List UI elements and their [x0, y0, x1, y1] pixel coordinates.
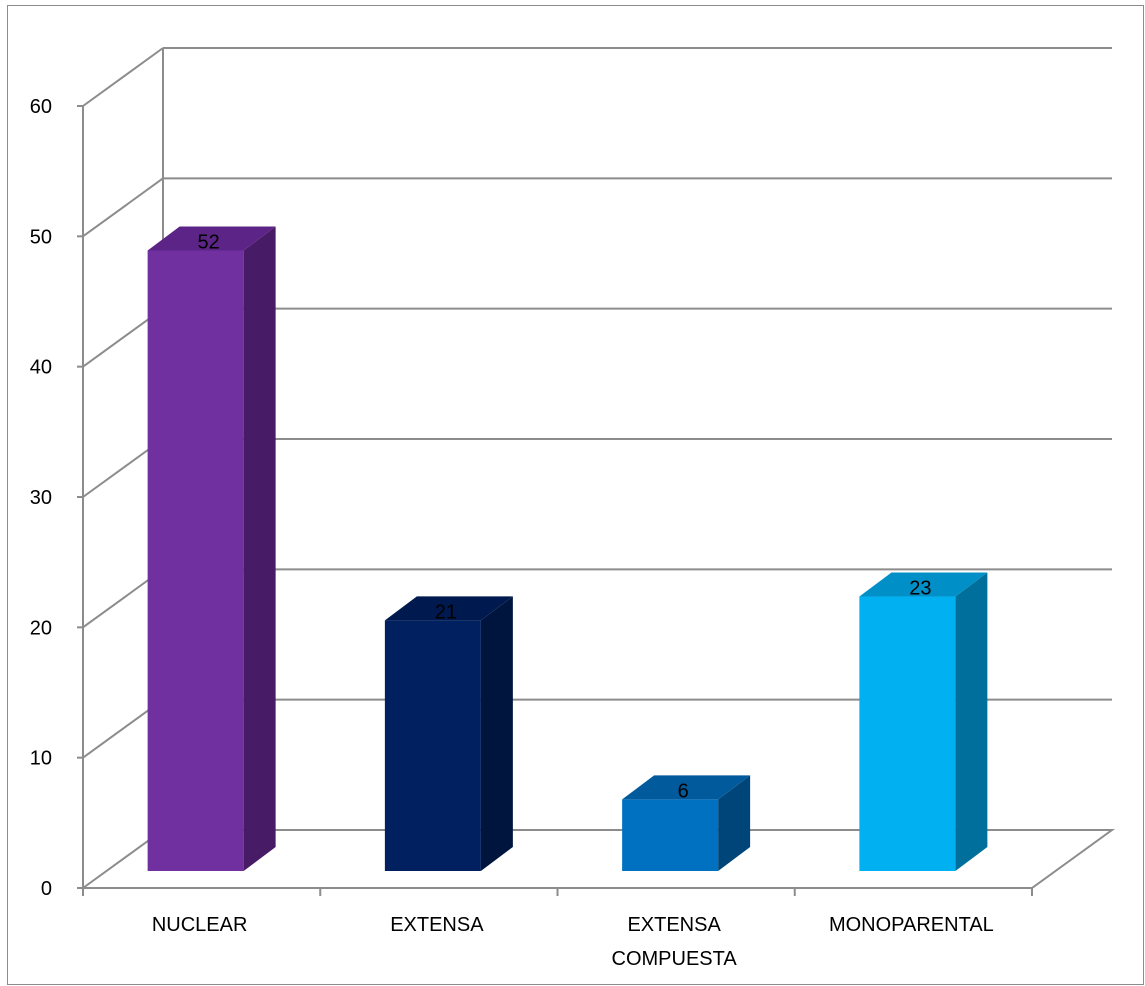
bar-side	[955, 572, 988, 871]
floor-outline	[79, 829, 1116, 889]
x-category-label: COMPUESTA	[612, 948, 738, 970]
x-category-label: MONOPARENTAL	[829, 914, 994, 936]
y-tick-label: 60	[30, 96, 52, 118]
data-label: 6	[678, 780, 689, 802]
x-category-label: EXTENSA	[627, 914, 721, 936]
bar-top	[622, 775, 751, 800]
bar-top	[147, 226, 276, 251]
bar	[859, 596, 956, 871]
bar-top	[384, 596, 513, 621]
y-tick-label: 30	[30, 487, 52, 509]
data-label: 21	[435, 601, 457, 623]
bar-side	[718, 775, 751, 871]
y-tick-label: 50	[30, 226, 52, 248]
gridline-diagonal	[82, 177, 164, 238]
x-category-label: EXTENSA	[390, 914, 484, 936]
bar-side	[243, 226, 276, 871]
data-label: 52	[198, 231, 220, 253]
y-tick-label: 20	[30, 617, 52, 639]
bar-side	[480, 596, 513, 871]
y-tick-label: 40	[30, 357, 52, 379]
gridline-diagonal	[82, 47, 164, 107]
y-tick-label: 10	[30, 748, 52, 770]
bar	[147, 250, 244, 871]
y-tick-label: 0	[41, 878, 52, 900]
bar	[622, 799, 719, 871]
bar-top	[859, 572, 988, 597]
data-label: 23	[909, 578, 931, 600]
bar	[384, 620, 481, 871]
x-category-label: NUCLEAR	[152, 914, 248, 936]
